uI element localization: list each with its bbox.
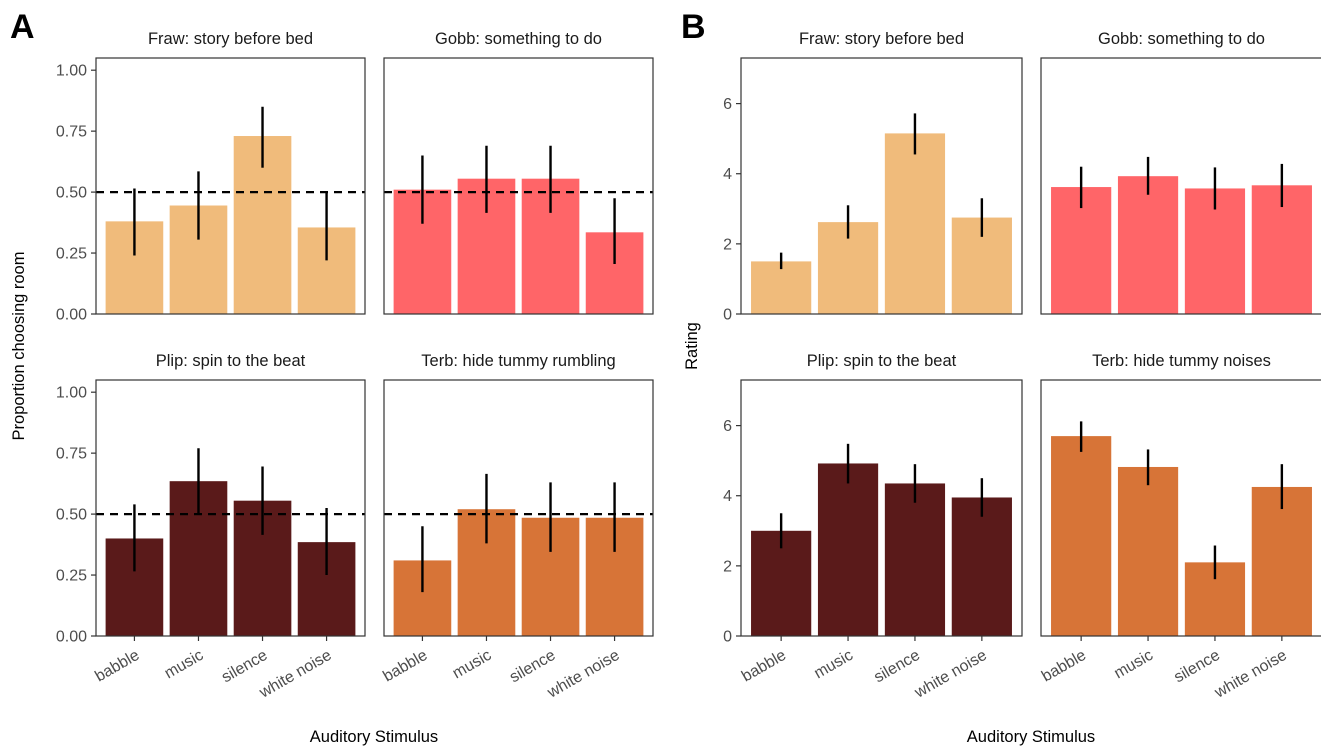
y-tick-label: 2 <box>723 558 732 575</box>
chart-panel-b: Fraw: story before bed 0 2 4 6 Gobb: somethin… <box>683 30 1321 746</box>
x-tick-label: white noise <box>911 647 990 702</box>
facet-b-2: Gobb: something to do <box>1040 30 1321 315</box>
x-tick-label: music <box>450 647 495 683</box>
panel-border <box>740 379 1023 637</box>
facet-b-3: Plip: spin to the beat 0 2 4 6 babble music sil… <box>723 352 1023 702</box>
bar <box>817 463 879 636</box>
facet-title: Fraw: story before bed <box>148 30 313 48</box>
facet-title: Terb: hide tummy rumbling <box>421 352 615 370</box>
panel-label-b: B <box>681 8 706 46</box>
bar <box>751 261 812 314</box>
facet-title: Gobb: something to do <box>1098 30 1265 48</box>
facet-title: Plip: spin to the beat <box>156 352 306 370</box>
bar <box>1051 187 1112 314</box>
y-tick-label: 1.00 <box>56 63 87 80</box>
x-tick-label: babble <box>739 647 789 686</box>
y-tick-label: 6 <box>723 96 732 113</box>
facet-b-4: Terb: hide tummy noises babble music silenc… <box>1039 352 1321 702</box>
y-tick-label: 0.50 <box>56 507 87 524</box>
x-tick-label: silence <box>1171 647 1223 687</box>
panel-border <box>1040 57 1321 315</box>
x-tick-label: music <box>1111 647 1156 683</box>
y-tick-label: 1.00 <box>56 385 87 402</box>
bar <box>951 497 1012 636</box>
bar <box>1251 486 1312 636</box>
x-tick-label: white noise <box>544 647 623 702</box>
facet-a-4: Terb: hide tummy rumbling babble music sile… <box>380 352 654 702</box>
bar <box>884 133 946 314</box>
panel-border <box>740 57 1023 315</box>
y-tick-label: 4 <box>723 488 732 505</box>
y-tick-label: 0.75 <box>56 446 87 463</box>
y-tick-label: 0.75 <box>56 124 87 141</box>
x-tick-label: silence <box>507 647 559 687</box>
x-tick-label: babble <box>92 647 142 686</box>
x-tick-label: silence <box>219 647 271 687</box>
y-tick-label: 0.00 <box>56 307 87 324</box>
x-tick-label: white noise <box>1211 647 1290 702</box>
panel-border <box>95 57 366 315</box>
y-tick-label: 6 <box>723 418 732 435</box>
x-tick-label: babble <box>1039 647 1089 686</box>
bar <box>1117 466 1179 636</box>
x-tick-label: white noise <box>256 647 335 702</box>
facet-a-2: Gobb: something to do <box>383 30 654 315</box>
y-tick-label: 2 <box>723 236 732 253</box>
facet-title: Terb: hide tummy noises <box>1092 352 1271 370</box>
x-tick-label: babble <box>380 647 430 686</box>
y-tick-label: 0.25 <box>56 246 87 263</box>
facet-title: Gobb: something to do <box>435 30 602 48</box>
panel-border <box>383 57 654 315</box>
x-axis-title: Auditory Stimulus <box>967 728 1095 746</box>
panel-border <box>383 379 654 637</box>
facet-title: Fraw: story before bed <box>799 30 964 48</box>
facet-title: Plip: spin to the beat <box>807 352 957 370</box>
x-tick-label: music <box>811 647 856 683</box>
panel-label-a: A <box>10 8 35 46</box>
bar <box>1117 176 1179 314</box>
chart-panel-a: Fraw: story before bed 0.00 0.25 0.50 0.75 1.… <box>10 30 654 746</box>
y-tick-label: 4 <box>723 166 732 183</box>
x-tick-label: music <box>162 647 207 683</box>
x-tick-label: silence <box>871 647 923 687</box>
x-axis-title: Auditory Stimulus <box>310 728 438 746</box>
y-axis-title: Proportion choosing room <box>10 252 28 441</box>
facet-b-1: Fraw: story before bed 0 2 4 6 <box>723 30 1023 324</box>
y-axis-title: Rating <box>683 322 701 370</box>
facet-a-1: Fraw: story before bed 0.00 0.25 0.50 0.75 1.… <box>56 30 366 324</box>
panel-border <box>95 379 366 637</box>
y-tick-label: 0.50 <box>56 185 87 202</box>
bar <box>1051 436 1112 636</box>
y-tick-label: 0.00 <box>56 629 87 646</box>
y-tick-label: 0 <box>723 629 732 646</box>
bar <box>884 483 946 636</box>
panel-border <box>1040 379 1321 637</box>
y-tick-label: 0.25 <box>56 568 87 585</box>
y-tick-label: 0 <box>723 307 732 324</box>
facet-a-3: Plip: spin to the beat 0.00 0.25 0.50 0.75 1.… <box>56 352 366 702</box>
